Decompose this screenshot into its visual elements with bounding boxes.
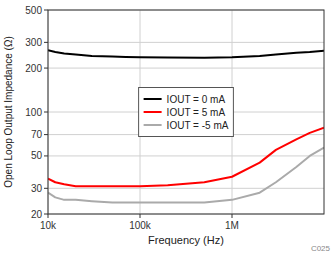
y-grid-line [48,188,324,189]
y-tick [44,112,48,113]
plot-frame [48,10,324,214]
legend: IOUT = 0 mA IOUT = 5 mA IOUT = -5 mA [139,88,234,137]
y-tick [44,214,48,215]
y-tick [44,155,48,156]
y-grid-line [48,155,324,156]
legend-box [139,88,234,137]
plot-area [48,10,324,214]
grid [48,10,324,214]
y-tick [44,10,48,11]
y-tick-label: 200 [25,63,42,74]
x-tick [232,214,233,218]
y-tick-label: 300 [25,37,42,48]
y-tick-label: 500 [25,5,42,16]
y-tick [44,42,48,43]
y-tick [44,68,48,69]
y-tick-label: 70 [31,129,43,140]
chart: 10k 100k 1M 20 30 50 70 100 200 300 500 Frequency (… [0,0,334,254]
series-group [48,50,324,202]
legend-label: IOUT = 0 mA [167,94,226,105]
y-tick-label: 30 [31,183,43,194]
axes: 10k 100k 1M 20 30 50 70 100 200 300 500 [25,5,239,232]
x-tick [140,214,141,218]
x-tick-label: 100k [129,220,152,231]
legend-swatch [144,124,162,126]
y-axis-label: Open Loop Output Impedance (Ω) [3,36,14,187]
series-line [48,148,324,203]
legend-label: IOUT = -5 mA [167,120,229,131]
x-tick-label: 10k [40,220,57,231]
x-axis-label: Frequency (Hz) [148,234,224,246]
legend-label: IOUT = 5 mA [167,107,226,118]
y-tick [44,134,48,135]
legend-swatch [144,111,162,113]
y-tick [44,188,48,189]
series-line [48,50,324,58]
y-tick-label: 100 [25,107,42,118]
x-tick-label: 1M [225,220,239,231]
y-tick-label: 50 [31,150,43,161]
annotation: C025 [311,244,331,253]
y-grid-line [48,42,324,43]
legend-swatch [144,98,162,100]
y-tick-label: 20 [31,209,43,220]
y-grid-line [48,68,324,69]
x-tick [48,214,49,218]
